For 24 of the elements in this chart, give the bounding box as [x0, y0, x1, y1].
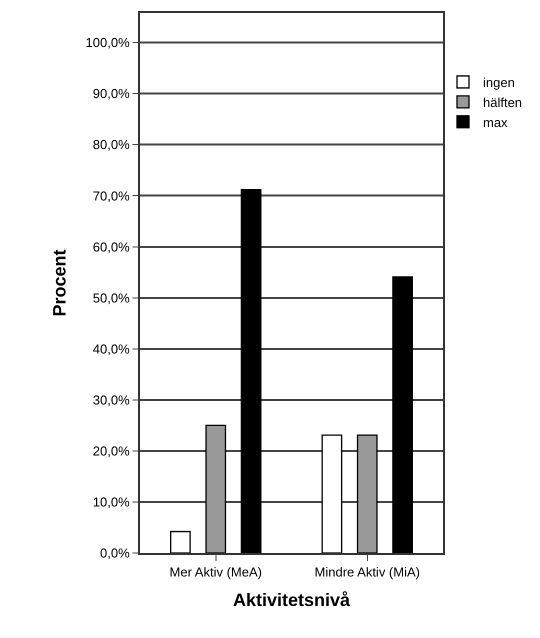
y-tick-label: 80,0% [92, 137, 130, 152]
y-tick-label: 70,0% [92, 188, 130, 204]
bar [392, 276, 413, 553]
y-tick-label: 40,0% [92, 341, 130, 356]
legend-label: hälften [483, 94, 522, 110]
x-tick-label: Mer Aktiv (MeA) [170, 564, 262, 580]
y-tick-label: 50,0% [92, 290, 130, 306]
bar [322, 434, 342, 553]
y-tick-label: 90,0% [92, 86, 130, 102]
legend-label: ingen [483, 75, 515, 90]
y-tick-label: 60,0% [92, 239, 130, 254]
y-tick-label: 30,0% [92, 392, 130, 408]
legend-label: max [483, 114, 508, 130]
bar [170, 530, 191, 553]
bar [240, 188, 262, 553]
x-tick-label: Mindre Aktiv (MiA) [314, 564, 420, 580]
y-axis-title: Procent [49, 249, 70, 317]
y-tick-label: 0,0% [100, 546, 130, 561]
bar [205, 424, 226, 553]
y-tick-label: 10,0% [92, 494, 130, 510]
y-tick-label: 100,0% [86, 35, 130, 50]
x-axis-title: Aktivitetsnivå [232, 590, 352, 610]
y-tick-label: 20,0% [92, 443, 130, 458]
bar [356, 434, 378, 553]
